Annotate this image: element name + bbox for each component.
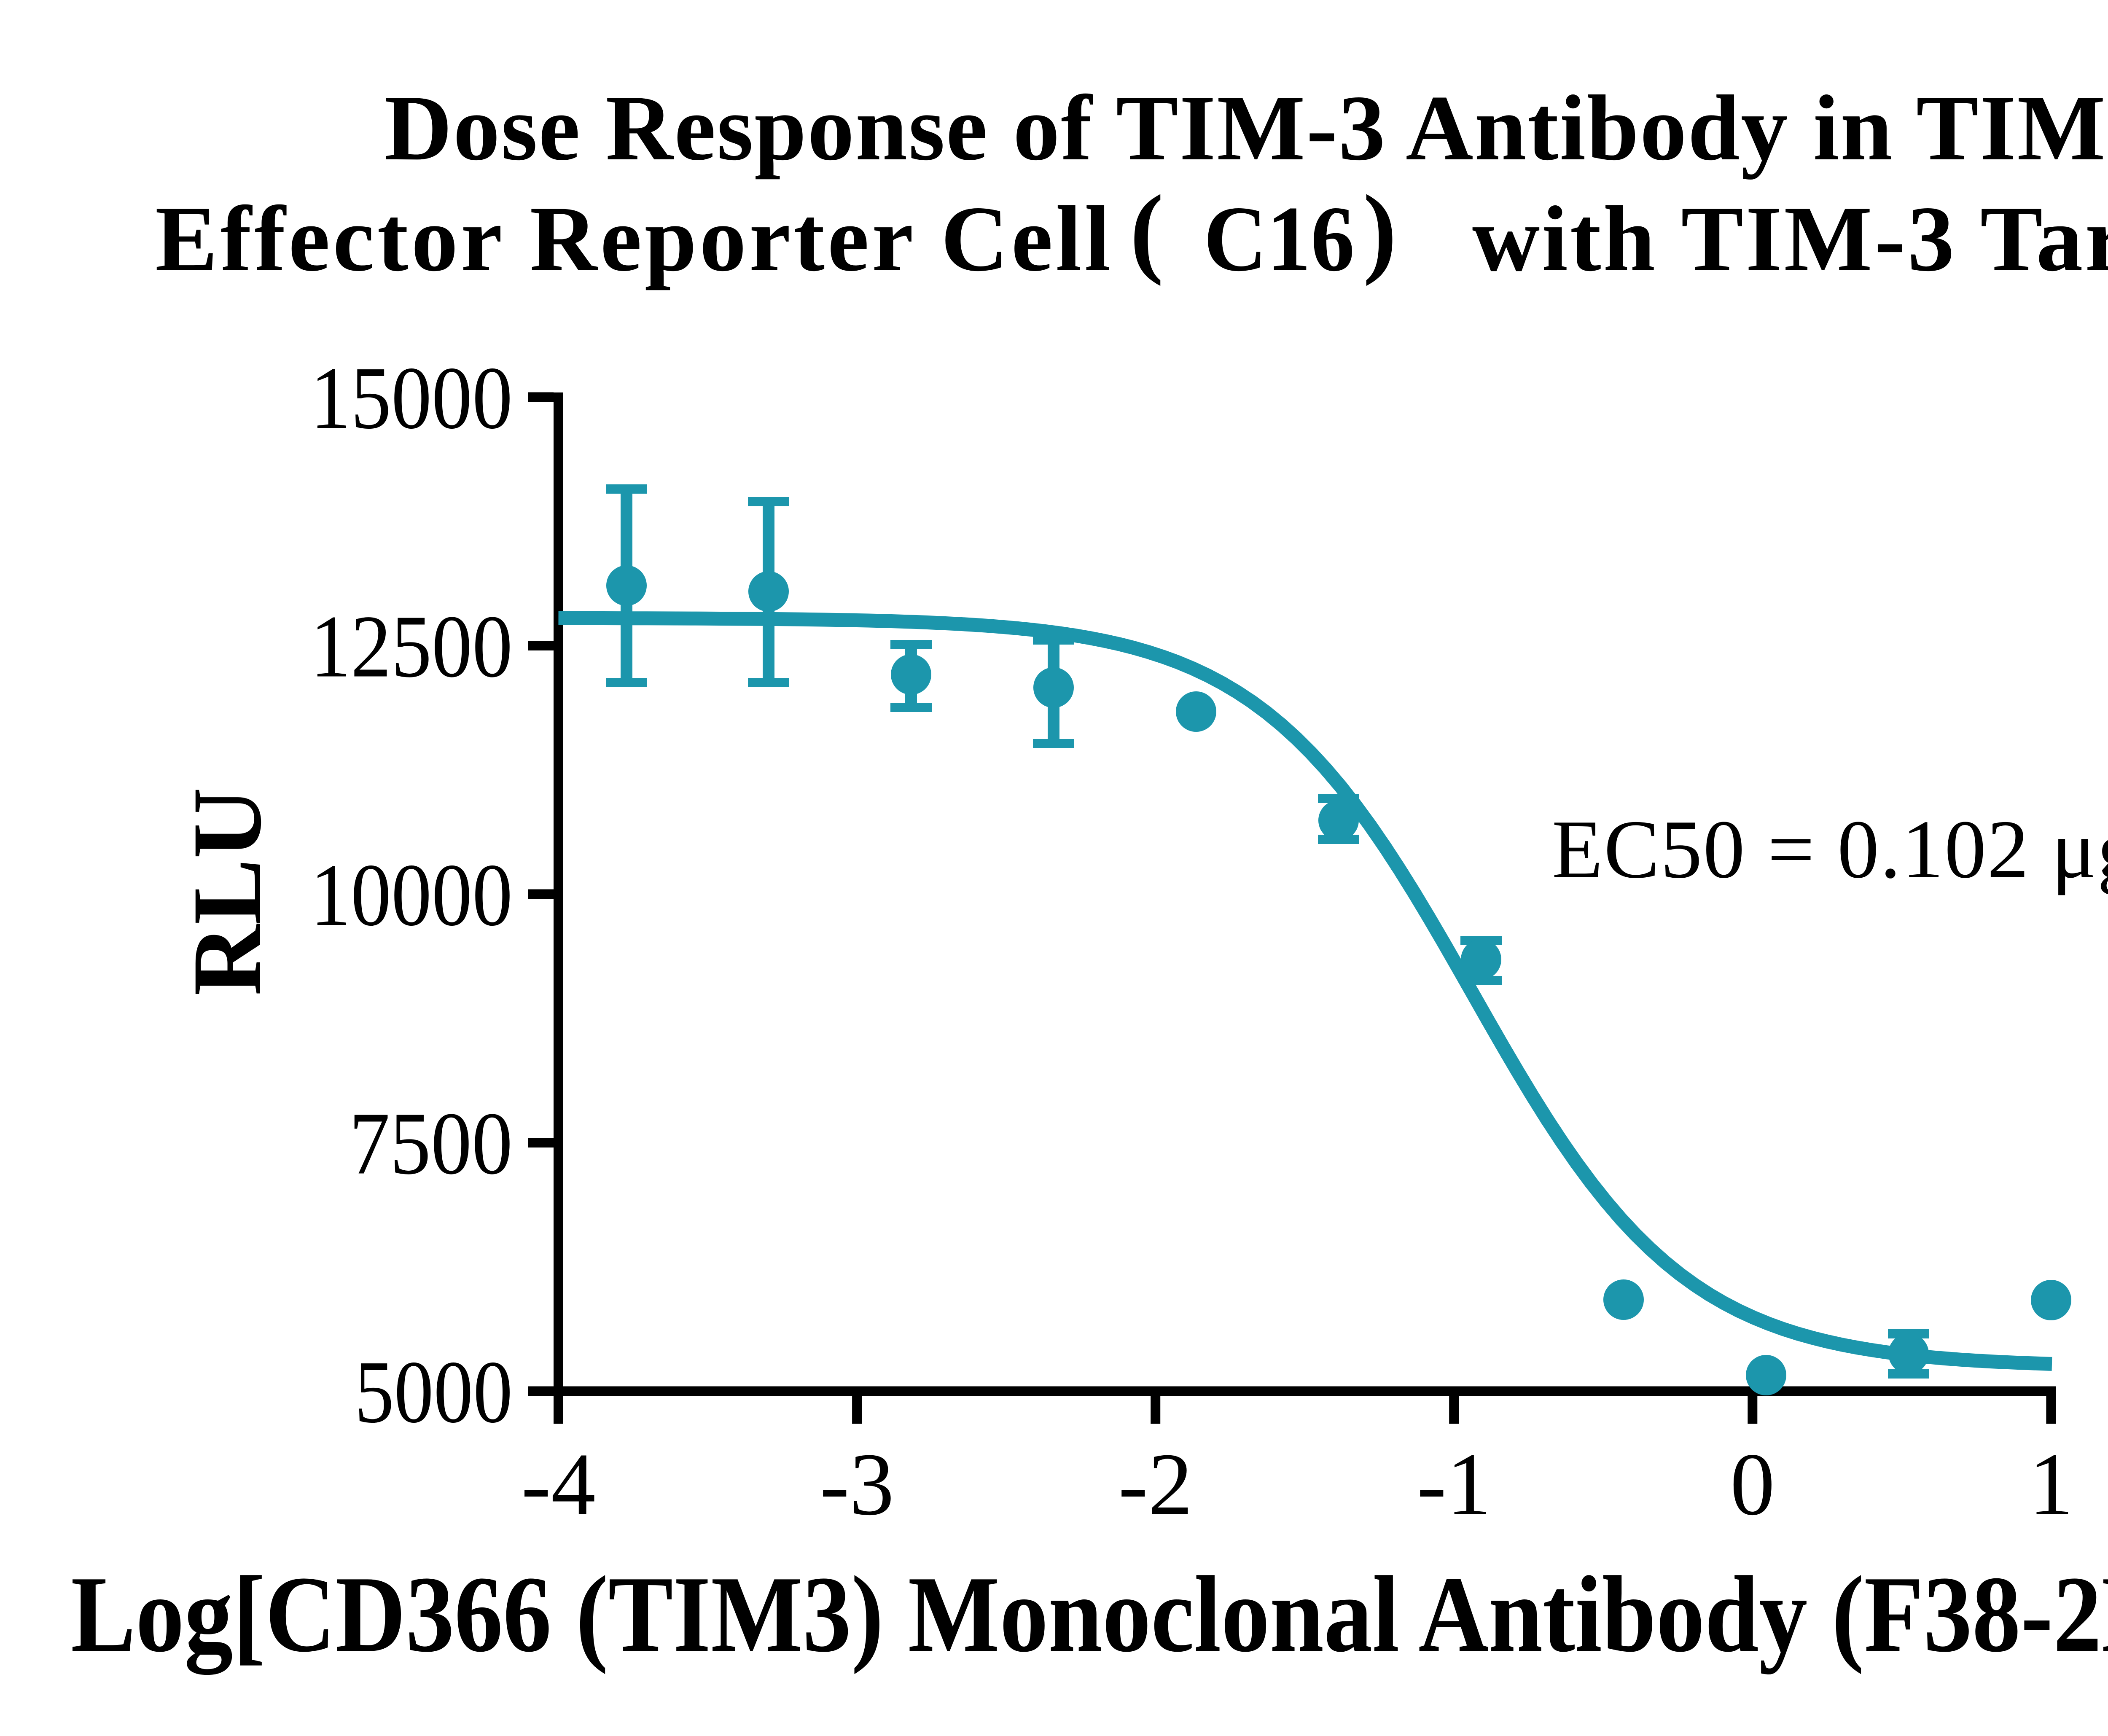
svg-text:5000: 5000 (355, 1342, 513, 1441)
svg-text:-2: -2 (1118, 1435, 1193, 1534)
svg-text:15000: 15000 (310, 348, 513, 447)
svg-text:1: 1 (2029, 1435, 2073, 1534)
svg-text:Dose Response of TIM-3 Antibod: Dose Response of TIM-3 Antibody in TIM-3 (384, 76, 2108, 180)
svg-text:): ) (1363, 174, 1397, 286)
svg-text:C16: C16 (1204, 187, 1355, 291)
svg-text:RLU: RLU (172, 787, 282, 996)
svg-text:with TIM-3 Target Cell: with TIM-3 Target Cell (1472, 187, 2108, 291)
svg-text:Log[CD366 (TIM3) Monoclonal An: Log[CD366 (TIM3) Monoclonal Antibody (F3… (71, 1554, 2108, 1677)
svg-text:7500: 7500 (349, 1094, 513, 1193)
svg-text:-1: -1 (1417, 1435, 1491, 1534)
svg-text:10000: 10000 (310, 845, 513, 944)
svg-text:Effector Reporter Cell: Effector Reporter Cell (155, 187, 1110, 291)
svg-text:(: ( (1130, 174, 1164, 286)
svg-text:EC50 = 0.102 μg/ml: EC50 = 0.102 μg/ml (1552, 803, 2108, 895)
svg-text:-4: -4 (521, 1435, 596, 1534)
svg-text:0: 0 (1730, 1435, 1775, 1534)
svg-text:12500: 12500 (310, 597, 513, 696)
svg-text:-3: -3 (820, 1435, 894, 1534)
